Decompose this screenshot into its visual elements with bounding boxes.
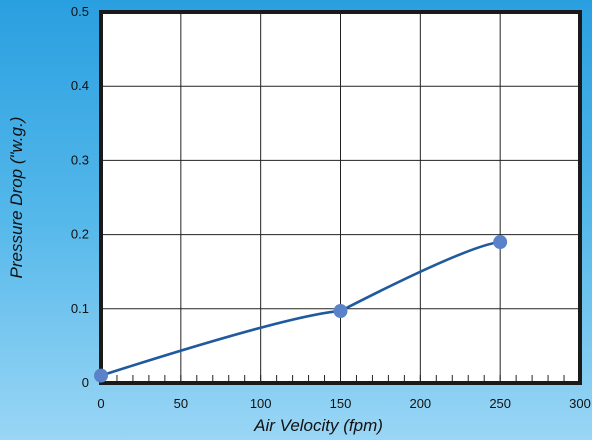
y-tick-label: 0.3 <box>71 152 89 167</box>
data-point <box>94 368 108 383</box>
y-tick-label: 0.4 <box>71 78 89 93</box>
x-tick-label: 300 <box>569 396 591 411</box>
x-tick-label: 50 <box>174 396 188 411</box>
y-tick-label: 0.5 <box>71 4 89 19</box>
x-tick-label: 100 <box>250 396 272 411</box>
y-tick-labels: 0 0.1 0.2 0.3 0.4 0.5 <box>71 4 89 390</box>
x-tick-label: 0 <box>97 396 104 411</box>
data-point <box>493 235 508 250</box>
y-axis-label: Pressure Drop ("w.g.) <box>7 117 26 279</box>
x-tick-labels: 0 50 100 150 200 250 300 <box>97 396 590 411</box>
x-axis-label: Air Velocity (fpm) <box>253 416 383 435</box>
x-tick-label: 200 <box>409 396 431 411</box>
data-point <box>333 304 348 319</box>
x-tick-label: 150 <box>330 396 352 411</box>
plot-frame <box>99 10 582 385</box>
y-tick-label: 0.1 <box>71 301 89 316</box>
series-layer <box>94 235 508 383</box>
y-tick-label: 0.2 <box>71 227 89 242</box>
y-tick-label: 0 <box>82 375 89 390</box>
x-tick-label: 250 <box>489 396 511 411</box>
